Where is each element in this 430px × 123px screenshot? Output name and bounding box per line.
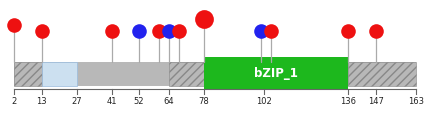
Point [156, 30, 163, 32]
Text: bZIP_1: bZIP_1 [254, 67, 298, 80]
Point [11, 24, 18, 26]
Bar [169, 62, 204, 86]
Point [108, 30, 115, 32]
Point [175, 30, 182, 32]
Point [200, 18, 207, 20]
Text: 102: 102 [256, 97, 271, 106]
Point [135, 30, 142, 32]
Bar [42, 62, 77, 86]
Text: 136: 136 [341, 97, 356, 106]
Point [372, 30, 379, 32]
Text: 78: 78 [198, 97, 209, 106]
Text: 64: 64 [163, 97, 174, 106]
Text: 52: 52 [134, 97, 144, 106]
Text: 163: 163 [408, 97, 424, 106]
Text: 2: 2 [12, 97, 17, 106]
Point [258, 30, 264, 32]
Point [267, 30, 274, 32]
Point [345, 30, 352, 32]
Bar [348, 62, 416, 86]
Text: 41: 41 [106, 97, 117, 106]
Text: 27: 27 [71, 97, 82, 106]
Point [166, 30, 172, 32]
Text: 13: 13 [37, 97, 47, 106]
Point [38, 30, 45, 32]
Bar [204, 57, 348, 90]
Bar [14, 62, 42, 86]
Bar [14, 62, 416, 86]
Text: 147: 147 [368, 97, 384, 106]
